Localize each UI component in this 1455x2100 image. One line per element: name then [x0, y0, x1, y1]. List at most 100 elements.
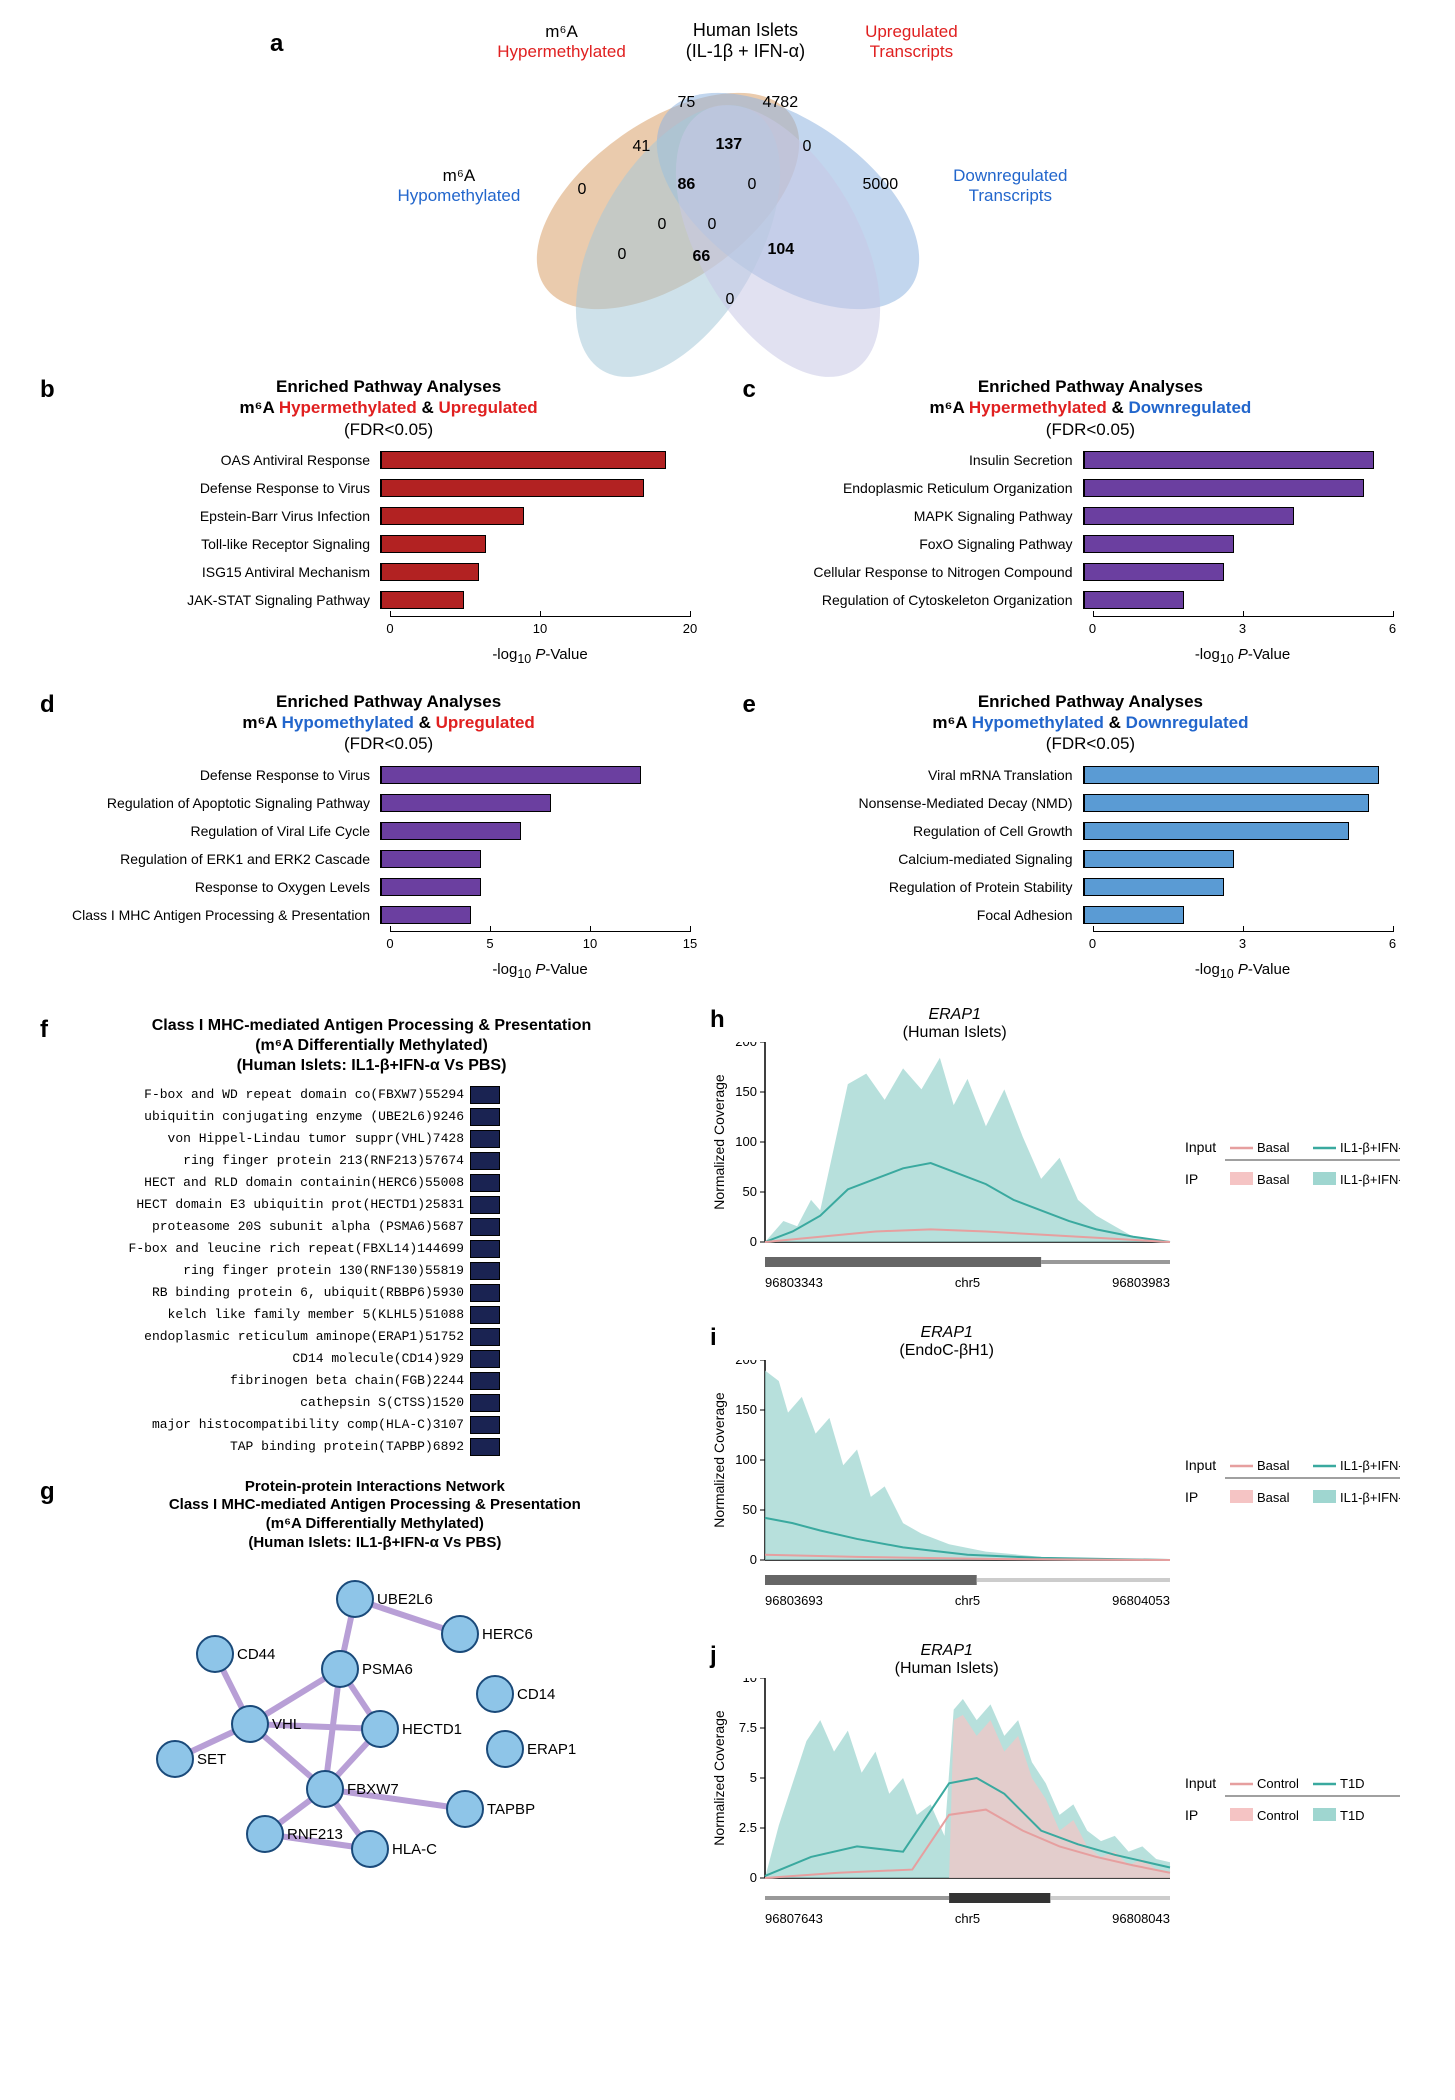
network-node-label: HLA-C — [392, 1841, 437, 1858]
venn-number: 0 — [726, 291, 735, 309]
gene-label: major histocompatibility comp(HLA-C)3107 — [40, 1417, 470, 1432]
panel-i-label: i — [710, 1324, 717, 1352]
gene-track — [765, 1257, 1041, 1267]
gene-label: CD14 molecule(CD14)929 — [40, 1351, 470, 1366]
venn-number: 137 — [716, 136, 743, 154]
x-axis: 036 — [1093, 616, 1393, 644]
bar — [381, 535, 486, 553]
heatmap-cell — [470, 1350, 500, 1368]
bar — [1084, 479, 1364, 497]
legend-basal: Basal — [1257, 1140, 1290, 1155]
down-label2: Transcripts — [969, 186, 1052, 205]
gene-label: ring finger protein 213(RNF213)57674 — [40, 1153, 470, 1168]
heatmap-cell — [470, 1262, 500, 1280]
ytick-label: 200 — [735, 1042, 757, 1049]
venn-number: 0 — [618, 246, 627, 264]
network-edge — [250, 1724, 380, 1729]
heatmap-cell — [470, 1372, 500, 1390]
bar-label: JAK-STAT Signaling Pathway — [40, 592, 380, 608]
panel-e-label: e — [743, 691, 756, 719]
g-title2: Class I MHC-mediated Antigen Processing … — [169, 1496, 581, 1513]
venn-header: Human Islets (IL-1β + IFN-α) — [686, 20, 805, 62]
ytick-label: 0 — [750, 1552, 757, 1567]
bar-row: Regulation of Viral Life Cycle — [40, 819, 713, 843]
legend-ip-basal: Basal — [1257, 1490, 1290, 1505]
chr-label: chr5 — [955, 1593, 980, 1608]
network-node-label: SET — [197, 1751, 226, 1768]
tick-label: 0 — [386, 936, 393, 951]
tick-label: 3 — [1239, 621, 1246, 636]
bar-label: MAPK Signaling Pathway — [743, 508, 1083, 524]
tick-label: 5 — [486, 936, 493, 951]
bar-label: Endoplasmic Reticulum Organization — [743, 480, 1083, 496]
network-node — [337, 1581, 373, 1617]
bar-plot: Defense Response to VirusRegulation of A… — [40, 763, 713, 981]
legend-input-label: Input — [1185, 1457, 1216, 1473]
bar-label: Regulation of Cell Growth — [743, 823, 1083, 839]
bar-label: Cellular Response to Nitrogen Compound — [743, 564, 1083, 580]
chr-label: chr5 — [955, 1911, 980, 1926]
network-node — [447, 1791, 483, 1827]
f-title2: (m⁶A Differentially Methylated) — [255, 1037, 488, 1054]
network-node-label: CD14 — [517, 1686, 555, 1703]
gene-row: RB binding protein 6, ubiquit(RBBP6)5930 — [40, 1282, 680, 1304]
network-node — [232, 1706, 268, 1742]
venn-number: 0 — [803, 138, 812, 156]
panel-b-label: b — [40, 376, 55, 404]
ytick-label: 50 — [743, 1502, 757, 1517]
bar-label: Class I MHC Antigen Processing & Present… — [40, 907, 380, 923]
ip-trt-fill — [765, 1057, 1170, 1241]
x-axis: 036 — [1093, 931, 1393, 959]
bar — [381, 822, 521, 840]
legend-ip-basal: Basal — [1257, 1172, 1290, 1187]
legend-ip-basal: Control — [1257, 1808, 1299, 1823]
bar — [1084, 906, 1184, 924]
panel-a-label: a — [270, 30, 283, 58]
network-svg: UBE2L6CD44HERC6PSMA6CD14VHLHECTD1ERAP1SE… — [125, 1559, 595, 1879]
gene-label: endoplasmic reticulum aminope(ERAP1)5175… — [40, 1329, 470, 1344]
bar — [1084, 878, 1224, 896]
y-axis-label: Normalized Coverage — [711, 1710, 727, 1846]
x-left-label: 96803693 — [765, 1593, 823, 1608]
bar — [1084, 794, 1369, 812]
barchart-title: Enriched Pathway Analysesm⁶A Hypermethyl… — [65, 376, 713, 440]
tick-label: 0 — [1089, 621, 1096, 636]
bar-plot: Insulin SecretionEndoplasmic Reticulum O… — [743, 448, 1416, 666]
panel-j-label: j — [710, 1642, 717, 1670]
bar — [1084, 766, 1379, 784]
network-node-label: PSMA6 — [362, 1661, 413, 1678]
heatmap-cell — [470, 1328, 500, 1346]
tick-label: 0 — [386, 621, 393, 636]
x-axis-title: -log10 P-Value — [1093, 961, 1393, 981]
y-axis-label: Normalized Coverage — [711, 1392, 727, 1528]
venn-number: 104 — [768, 241, 795, 259]
ytick-label: 200 — [735, 1360, 757, 1367]
bar-label: Regulation of ERK1 and ERK2 Cascade — [40, 851, 380, 867]
bar-plot: Viral mRNA TranslationNonsense-Mediated … — [743, 763, 1416, 981]
panel-h-label: h — [710, 1006, 725, 1034]
gene-row: kelch like family member 5(KLHL5)51088 — [40, 1304, 680, 1326]
bar-row: Calcium-mediated Signaling — [743, 847, 1416, 871]
bar-plot: OAS Antiviral ResponseDefense Response t… — [40, 448, 713, 666]
bar-label: Regulation of Apoptotic Signaling Pathwa… — [40, 795, 380, 811]
coverage-title: ERAP1(Human Islets) — [725, 1006, 1185, 1042]
panel-i: iERAP1(EndoC-βH1)050100150200Normalized … — [710, 1324, 1415, 1620]
gene-track — [1041, 1260, 1170, 1264]
bar — [1084, 451, 1374, 469]
venn-number: 4782 — [763, 94, 799, 112]
gene-row: ring finger protein 213(RNF213)57674 — [40, 1150, 680, 1172]
bar-row: Regulation of Protein Stability — [743, 875, 1416, 899]
bar — [1084, 535, 1234, 553]
legend-trt: T1D — [1340, 1776, 1365, 1791]
network-node-label: CD44 — [237, 1646, 275, 1663]
tick-label: 3 — [1239, 936, 1246, 951]
x-left-label: 96807643 — [765, 1911, 823, 1926]
bar-label: Regulation of Protein Stability — [743, 879, 1083, 895]
bar-label: Focal Adhesion — [743, 907, 1083, 923]
bar-row: Regulation of Cytoskeleton Organization — [743, 588, 1416, 612]
bar — [381, 878, 481, 896]
heatmap-cell — [470, 1174, 500, 1192]
venn-number: 75 — [678, 94, 696, 112]
up-label2: Transcripts — [870, 42, 953, 61]
tick-label: 15 — [683, 936, 697, 951]
